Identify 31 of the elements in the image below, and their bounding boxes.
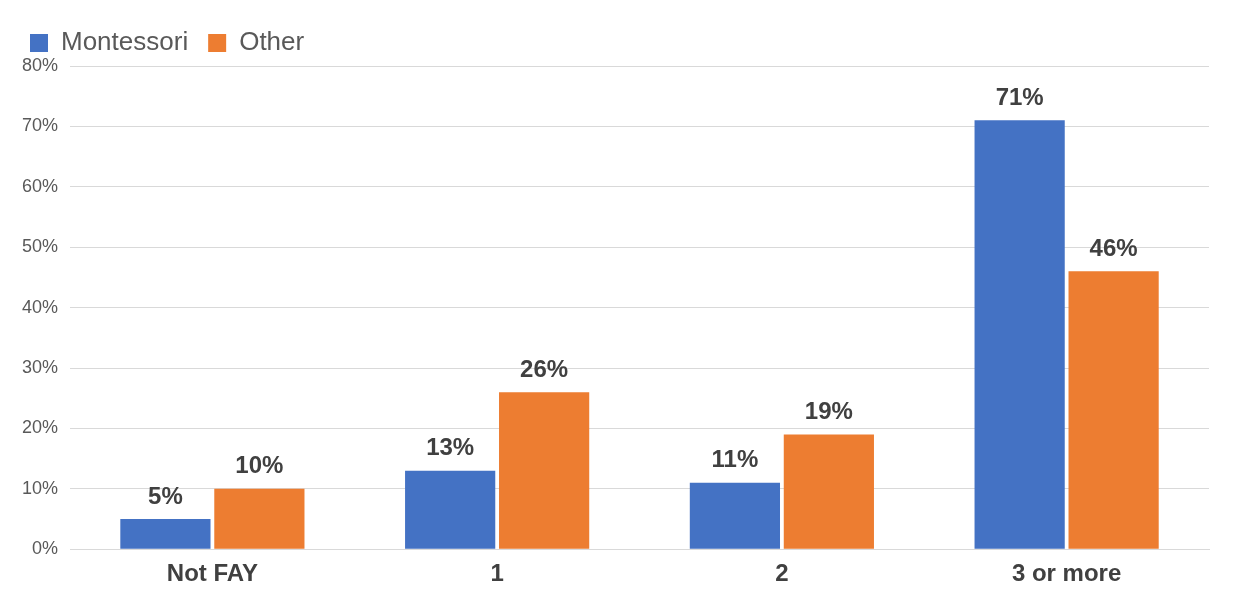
bar <box>499 392 590 549</box>
data-label: 5% <box>148 481 183 509</box>
bar <box>405 470 496 549</box>
bar <box>214 488 305 549</box>
bar <box>1068 271 1159 549</box>
y-tick-label: 10% <box>22 477 59 498</box>
y-tick-label: 0% <box>32 538 59 559</box>
y-tick-label: 30% <box>22 356 59 377</box>
legend-label: Other <box>239 26 305 57</box>
data-label: 13% <box>426 433 475 461</box>
data-label: 10% <box>235 451 284 479</box>
x-tick-label: Not FAY <box>166 559 258 587</box>
y-tick-label: 40% <box>22 296 59 317</box>
data-label: 19% <box>804 397 853 425</box>
data-label: 26% <box>520 354 569 382</box>
bar <box>974 120 1065 549</box>
bar <box>783 434 874 549</box>
x-tick-label: 1 <box>490 559 504 587</box>
bar <box>120 519 211 549</box>
data-label: 46% <box>1089 233 1138 261</box>
y-tick-label: 60% <box>22 175 59 196</box>
data-label: 11% <box>711 445 759 473</box>
y-tick-label: 70% <box>22 115 59 136</box>
data-label: 71% <box>995 82 1044 110</box>
y-tick-label: 80% <box>22 54 59 75</box>
legend-label: Montessori <box>61 26 189 57</box>
x-tick-label: 2 <box>775 559 789 587</box>
y-tick-label: 20% <box>22 417 59 438</box>
y-tick-label: 50% <box>22 236 59 257</box>
bar <box>689 482 781 549</box>
x-tick-label: 3 or more <box>1011 559 1122 587</box>
